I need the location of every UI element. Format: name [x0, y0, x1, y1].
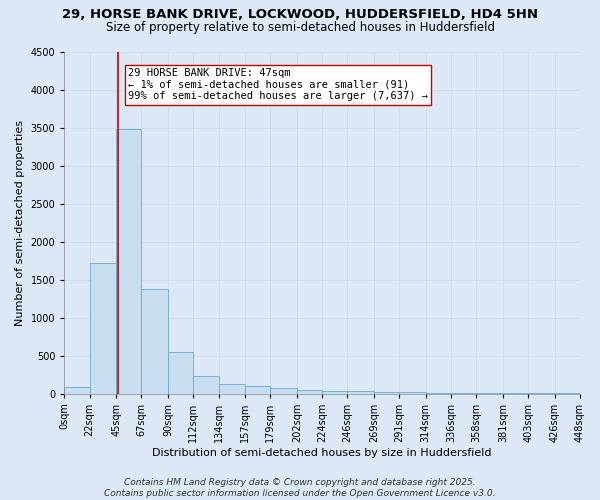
Bar: [218, 384, 245, 394]
Bar: [426, 393, 451, 394]
Bar: [271, 388, 297, 394]
Text: 29 HORSE BANK DRIVE: 47sqm
← 1% of semi-detached houses are smaller (91)
99% of : 29 HORSE BANK DRIVE: 47sqm ← 1% of semi-…: [128, 68, 428, 102]
Bar: [451, 393, 476, 394]
Bar: [64, 386, 89, 394]
Bar: [245, 386, 271, 394]
Bar: [116, 129, 142, 394]
Y-axis label: Number of semi-detached properties: Number of semi-detached properties: [15, 120, 25, 326]
Text: Contains HM Land Registry data © Crown copyright and database right 2025.
Contai: Contains HM Land Registry data © Crown c…: [104, 478, 496, 498]
Bar: [399, 392, 426, 394]
Bar: [168, 352, 193, 394]
Bar: [297, 390, 322, 394]
Text: Size of property relative to semi-detached houses in Huddersfield: Size of property relative to semi-detach…: [106, 21, 494, 34]
Text: 29, HORSE BANK DRIVE, LOCKWOOD, HUDDERSFIELD, HD4 5HN: 29, HORSE BANK DRIVE, LOCKWOOD, HUDDERSF…: [62, 8, 538, 20]
X-axis label: Distribution of semi-detached houses by size in Huddersfield: Distribution of semi-detached houses by …: [152, 448, 492, 458]
Bar: [142, 288, 168, 394]
Bar: [89, 263, 116, 394]
Bar: [322, 390, 347, 394]
Bar: [347, 392, 374, 394]
Bar: [193, 376, 218, 394]
Bar: [374, 392, 399, 394]
